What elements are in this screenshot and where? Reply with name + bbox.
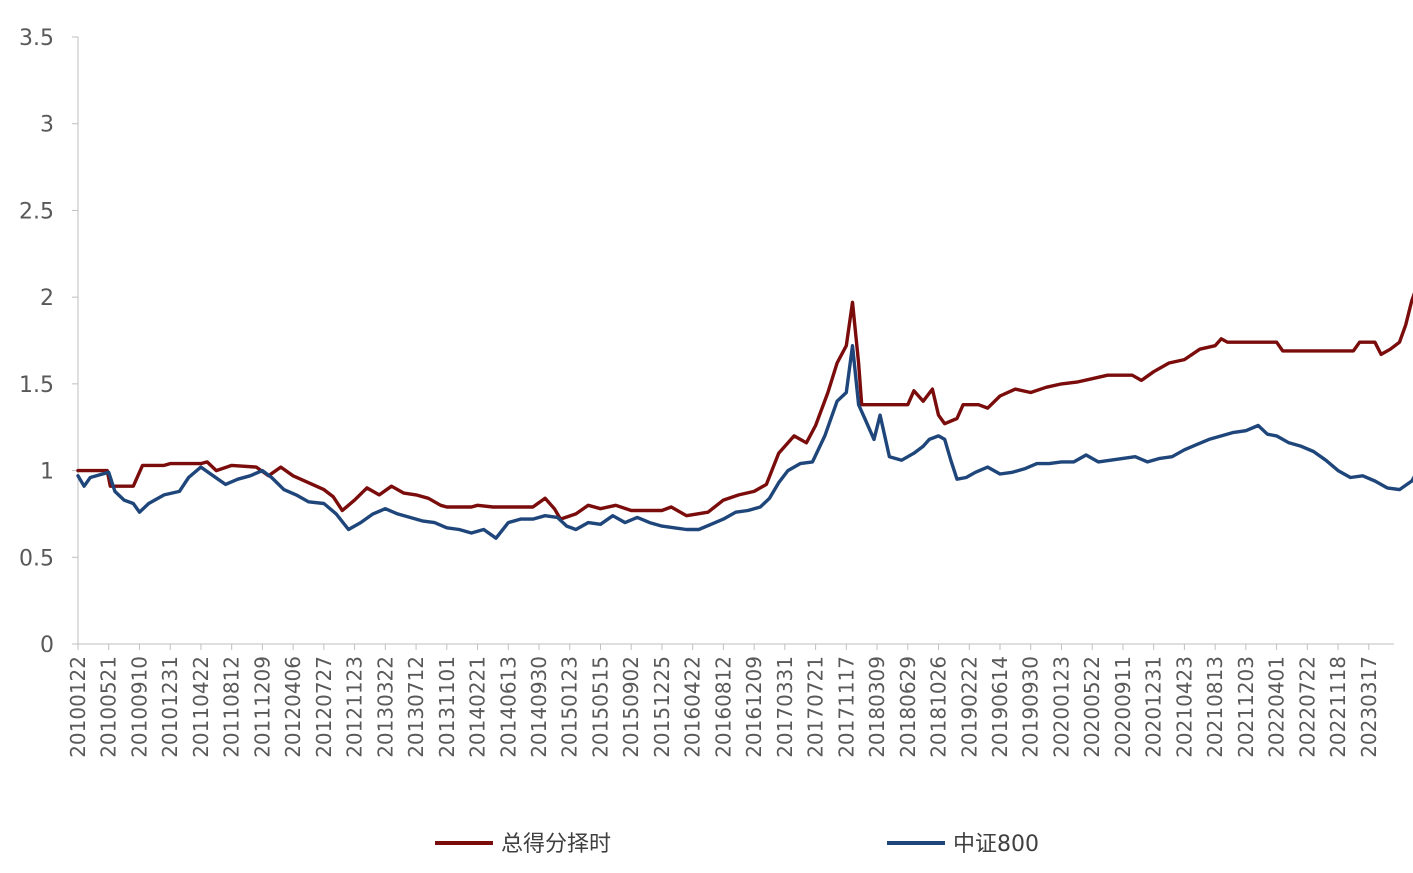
- x-tick-label: 20130322: [373, 656, 397, 758]
- x-tick-label: 20160812: [711, 656, 735, 758]
- x-tick-label: 20200522: [1080, 656, 1104, 758]
- x-tick-label: 20220722: [1295, 656, 1319, 758]
- x-tick-label: 20120406: [281, 656, 305, 758]
- x-tick-label: 20161209: [742, 656, 766, 758]
- x-tick-label: 20171117: [834, 656, 858, 758]
- x-tick-label: 20151225: [650, 656, 674, 758]
- y-tick-label: 3.5: [19, 26, 54, 51]
- x-tick-label: 20100521: [97, 656, 121, 758]
- x-tick-label: 20110422: [189, 656, 213, 758]
- x-tick-label: 20101231: [158, 656, 182, 758]
- y-tick-label: 3: [40, 113, 54, 138]
- x-tick-label: 20190614: [988, 656, 1012, 758]
- y-tick-label: 2: [40, 286, 54, 311]
- x-tick-label: 20160422: [681, 656, 705, 758]
- x-tick-label: 20170721: [804, 656, 828, 758]
- x-tick-label: 20170331: [773, 656, 797, 758]
- x-tick-label: 20100122: [66, 656, 90, 758]
- x-tick-label: 20210423: [1172, 656, 1196, 758]
- y-tick-label: 2.5: [19, 199, 54, 224]
- x-tick-label: 20230317: [1357, 656, 1381, 758]
- y-tick-label: 1.5: [19, 373, 54, 398]
- x-tick-label: 20190930: [1019, 656, 1043, 758]
- x-tick-label: 20200911: [1111, 656, 1135, 758]
- x-axis: 20100122 20100521 20100910 20101231 20110422…: [66, 643, 1394, 758]
- series-line-1: [76, 344, 1413, 540]
- y-tick-label: 0.5: [19, 546, 54, 571]
- legend-label-0: 总得分择时: [501, 832, 611, 857]
- x-tick-label: 20190222: [957, 656, 981, 758]
- legend: 总得分择时 中证800: [435, 832, 1039, 857]
- series-line-0: [76, 292, 1413, 521]
- x-tick-label: 20111209: [250, 656, 274, 758]
- series-lines: [76, 292, 1413, 540]
- x-tick-label: 20201231: [1142, 656, 1166, 758]
- x-tick-label: 20150515: [588, 656, 612, 758]
- x-tick-label: 20121123: [343, 656, 367, 758]
- x-tick-label: 20180309: [865, 656, 889, 758]
- x-tick-label: 20181026: [927, 656, 951, 758]
- x-tick-label: 20220401: [1265, 656, 1289, 758]
- y-tick-label: 1: [40, 460, 54, 485]
- x-tick-label: 20211203: [1234, 656, 1258, 758]
- x-tick-label: 20180629: [896, 656, 920, 758]
- x-tick-label: 20110812: [220, 656, 244, 758]
- x-tick-label: 20100910: [127, 656, 151, 758]
- x-tick-label: 20130712: [404, 656, 428, 758]
- x-tick-label: 20221118: [1326, 656, 1350, 758]
- legend-label-1: 中证800: [953, 832, 1039, 857]
- y-axis: 0 0.5 1 1.5 2 2.5 3 3.5: [19, 26, 79, 658]
- x-tick-label: 20200123: [1049, 656, 1073, 758]
- y-tick-label: 0: [40, 633, 54, 658]
- x-tick-label: 20140930: [527, 656, 551, 758]
- x-tick-label: 20140613: [496, 656, 520, 758]
- x-tick-label: 20150902: [619, 656, 643, 758]
- x-tick-label: 20210813: [1203, 656, 1227, 758]
- x-tick-label: 20150123: [558, 656, 582, 758]
- x-tick-label: 20131101: [435, 656, 459, 758]
- x-tick-label: 20120727: [312, 656, 336, 758]
- x-tick-label: 20140221: [466, 656, 490, 758]
